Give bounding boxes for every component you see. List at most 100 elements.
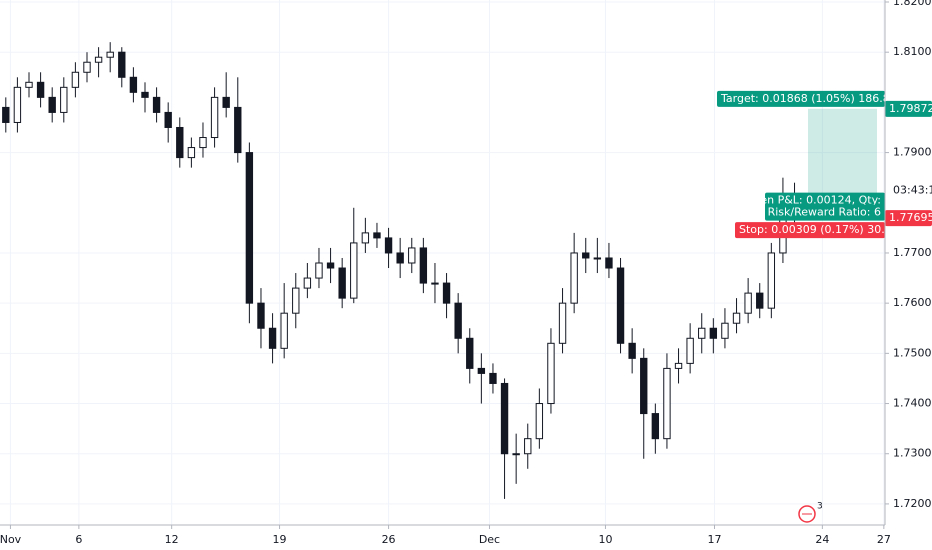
candle-body [152,96,161,113]
countdown: 03:43:18 [893,184,932,197]
candle-body [721,322,729,339]
candle-body [373,232,381,239]
candle-body [338,267,346,299]
candle-body [199,137,207,149]
candle-body [431,282,439,285]
candle-body [512,453,520,456]
candle-body [396,252,404,264]
candle-body [593,257,602,260]
candle-body [698,327,706,339]
y-tick-label: 1.73000 [893,447,932,460]
candle-body [361,232,370,244]
candle-body [350,242,358,299]
x-tick-label: 24 [815,533,829,546]
y-tick-label: 1.77000 [893,246,932,259]
candle-body [187,147,196,159]
candle-body [303,277,312,289]
candle-body [257,302,265,329]
y-tick-label: 1.76000 [893,296,932,309]
candle-body [628,342,636,359]
candle-body [268,327,277,349]
stop-price-box [885,210,932,227]
candle-body [686,337,694,364]
candle-body [756,292,764,309]
stop-label: Stop: 0.00309 (0.17%) 30.9, A [739,223,907,236]
ratio-label-box [765,204,885,221]
candle-body [744,292,752,314]
candle-body [245,152,254,304]
target-price-box [885,100,932,117]
candle-body [605,257,613,269]
y-tick-label: 1.75000 [893,346,932,359]
candle-body [222,96,230,108]
candle-body [25,81,33,88]
candle-body [640,357,648,415]
pnl-label: Open P&L: 0.00124, Qty: [745,194,881,207]
x-tick-label: 26 [382,533,396,546]
candle-body [48,96,56,113]
candle-body [315,262,323,279]
candle-body [419,247,428,284]
y-tick-label: 1.79000 [893,146,932,159]
candle-body [280,312,288,349]
candle-body [13,86,22,123]
target-label: Target: 0.01868 (1.05%) 186.8, A [720,92,905,105]
ratio-label: Risk/Reward Ratio: 6 [768,206,881,219]
candle-body [408,247,416,264]
candle-body [210,96,219,139]
candle-body [141,91,149,98]
candle-body [477,367,486,374]
target-price: 1.79872 [889,102,932,115]
candle-body [663,367,671,440]
x-tick-label: 10 [598,533,612,546]
candle-body [651,413,660,440]
candle-body [71,71,80,88]
candle-body [582,252,590,259]
candle-body [60,86,68,113]
x-tick-label: Dec [479,533,500,546]
target-label-box [717,90,885,107]
candle-body [466,337,474,369]
candle-body [524,438,532,455]
candle-body [500,382,509,455]
candle-body [292,287,300,314]
y-tick-label: 1.81000 [893,45,932,58]
candle-body [767,252,776,309]
candle-body [2,106,10,123]
candle-body [234,106,242,154]
candle-body [489,372,497,384]
x-tick-label: 19 [273,533,287,546]
candle-body [709,327,718,339]
candle-body [118,51,126,78]
candle-body [558,302,567,344]
x-tick-label: 12 [165,533,179,546]
candle-body [176,126,184,159]
alert-icon[interactable]: 3 [798,502,823,523]
candle-body [36,81,45,98]
x-tick-label: 6 [75,533,82,546]
icon-count: 3 [817,502,823,512]
stop-price: 1.77695 [889,211,932,224]
candle-body [106,51,114,58]
target-zone [808,108,877,203]
x-tick-label: 17 [707,533,721,546]
candle-body [164,111,172,128]
candle-body [547,342,555,405]
candle-body [94,56,103,63]
y-tick-label: 1.72000 [893,497,932,510]
stop-label-box [735,222,885,239]
candle-body [732,312,741,324]
candle-body [454,302,462,339]
x-tick-label: 27 [877,533,891,546]
candle-body [83,61,91,73]
candle-body [535,403,544,440]
candle-body [129,76,138,93]
y-tick-label: 1.82000 [893,0,932,8]
candle-body [442,282,451,304]
x-tick-label: Nov [0,533,22,546]
candle-body [384,237,393,254]
y-tick-label: 1.74000 [893,397,932,410]
candle-body [674,362,683,369]
